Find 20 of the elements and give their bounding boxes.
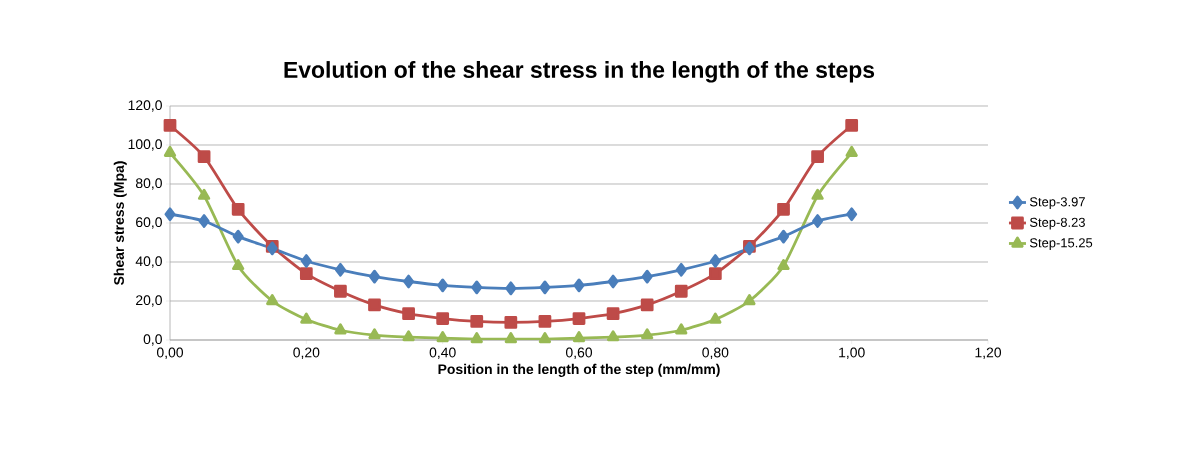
y-tick-label: 20,0 <box>136 295 162 307</box>
x-tick-label: 0,40 <box>429 347 456 360</box>
y-tick-label: 80,0 <box>135 178 162 190</box>
legend-label: Step-8.23 <box>1029 217 1085 230</box>
y-tick-label: 0,0 <box>143 334 162 346</box>
x-axis-title: Position in the length of the step (mm/mm) <box>438 363 720 377</box>
y-tick-label: 40,0 <box>135 256 162 268</box>
x-tick-label: 0,60 <box>565 347 593 360</box>
chart-title: Evolution of the shear stress in the length of the steps <box>284 61 875 83</box>
y-tick-label: 120,0 <box>128 100 162 112</box>
x-tick-label: 0,80 <box>702 347 729 360</box>
x-tick-label: 0,20 <box>293 347 320 360</box>
legend-label: Step-15.25 <box>1029 238 1093 250</box>
y-axis-title: Shear stress (Mpa) <box>113 161 127 285</box>
x-tick-label: 1,00 <box>839 347 865 360</box>
y-tick-label: 100,0 <box>128 139 162 151</box>
x-tick-label: 0,00 <box>156 347 184 360</box>
legend-label: Step-3.97 <box>1029 197 1085 209</box>
y-tick-label: 60,0 <box>136 217 162 229</box>
x-tick-label: 1,20 <box>975 347 1002 360</box>
